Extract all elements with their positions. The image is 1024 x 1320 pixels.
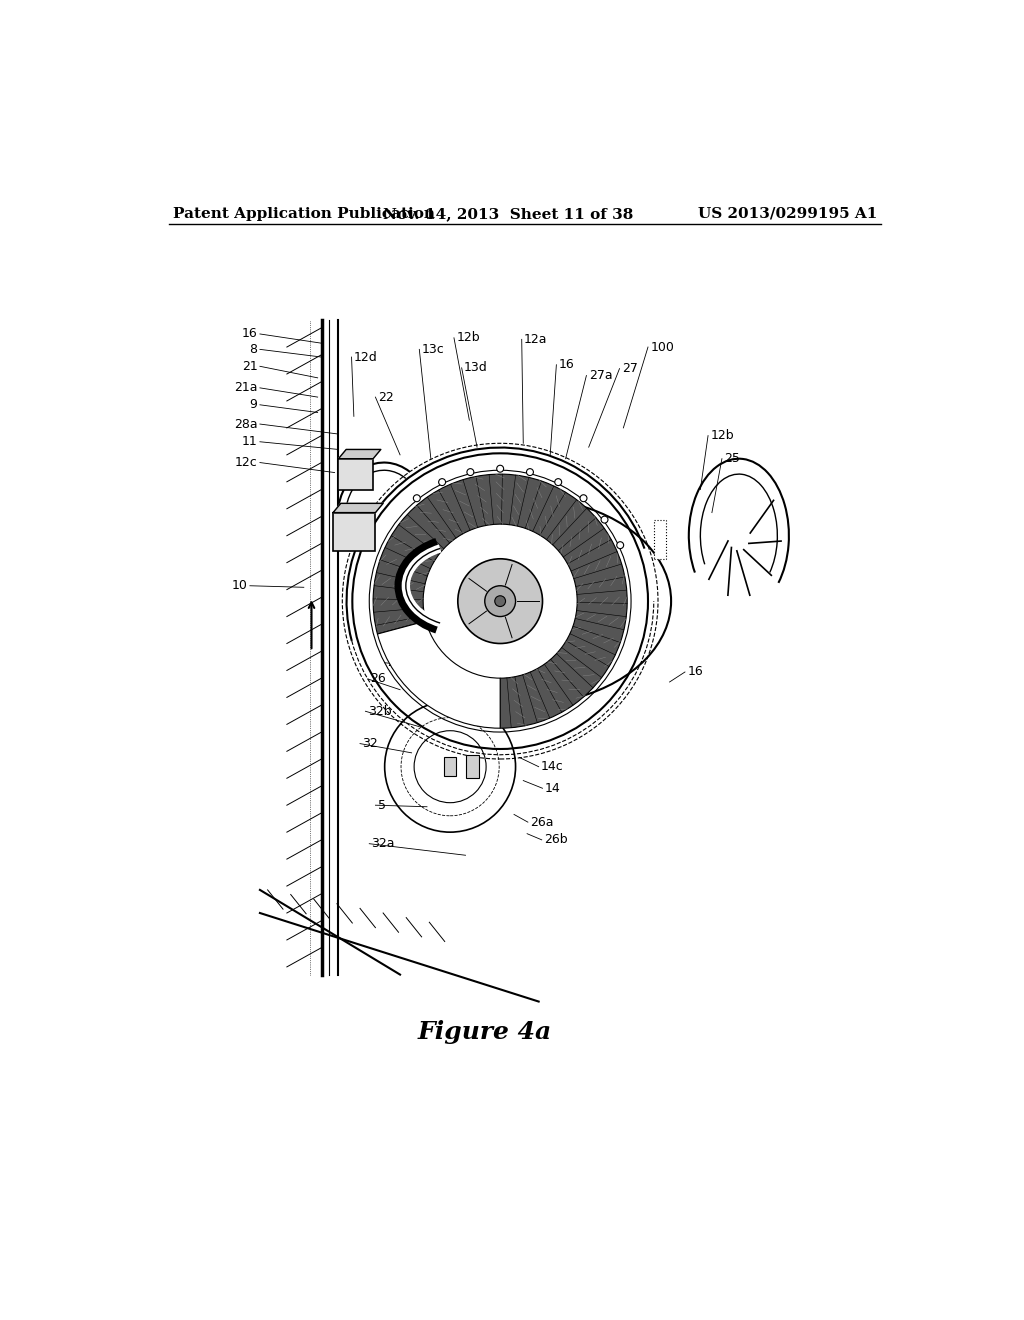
Text: 26b: 26b bbox=[544, 833, 567, 846]
Circle shape bbox=[526, 469, 534, 475]
Text: 12b: 12b bbox=[711, 429, 734, 442]
Text: 12c: 12c bbox=[234, 455, 258, 469]
Text: 100: 100 bbox=[650, 341, 674, 354]
Text: 14c: 14c bbox=[541, 760, 564, 774]
Text: 32b: 32b bbox=[368, 705, 391, 718]
Circle shape bbox=[580, 495, 587, 502]
Text: Nov. 14, 2013  Sheet 11 of 38: Nov. 14, 2013 Sheet 11 of 38 bbox=[383, 207, 633, 220]
Text: 13c: 13c bbox=[396, 614, 419, 627]
Text: 21a: 21a bbox=[234, 381, 258, 395]
Circle shape bbox=[601, 516, 608, 523]
Bar bbox=[333, 512, 376, 552]
Text: 32a: 32a bbox=[372, 837, 395, 850]
Circle shape bbox=[467, 469, 474, 475]
Text: 16: 16 bbox=[559, 358, 574, 371]
Text: 34: 34 bbox=[400, 635, 417, 648]
Text: 26: 26 bbox=[370, 672, 386, 685]
Circle shape bbox=[458, 558, 543, 644]
Circle shape bbox=[495, 595, 506, 607]
Circle shape bbox=[484, 586, 515, 616]
Circle shape bbox=[616, 541, 624, 549]
Text: 14: 14 bbox=[545, 781, 560, 795]
Text: 12d: 12d bbox=[354, 351, 378, 363]
Text: 26a: 26a bbox=[530, 816, 554, 829]
Wedge shape bbox=[378, 622, 500, 729]
Bar bbox=[654, 520, 666, 558]
Polygon shape bbox=[333, 503, 383, 512]
Text: 13d: 13d bbox=[464, 362, 487, 375]
Text: 9: 9 bbox=[250, 399, 258, 412]
Circle shape bbox=[497, 465, 504, 473]
Text: 21: 21 bbox=[242, 360, 258, 372]
Text: 25: 25 bbox=[724, 453, 740, 465]
Text: 16: 16 bbox=[242, 327, 258, 341]
Text: 28a: 28a bbox=[234, 417, 258, 430]
Text: 12b: 12b bbox=[457, 331, 480, 345]
Text: 12a: 12a bbox=[524, 333, 548, 346]
Bar bbox=[466, 755, 479, 779]
Text: 11: 11 bbox=[242, 436, 258, 449]
Circle shape bbox=[555, 479, 562, 486]
Text: Patent Application Publication: Patent Application Publication bbox=[173, 207, 435, 220]
Text: 10: 10 bbox=[231, 579, 248, 593]
Bar bbox=[339, 459, 373, 490]
Wedge shape bbox=[373, 474, 628, 729]
Text: 5: 5 bbox=[378, 799, 386, 812]
Bar bbox=[444, 758, 457, 776]
Text: 27a: 27a bbox=[589, 370, 612, 381]
Circle shape bbox=[438, 479, 445, 486]
Text: US 2013/0299195 A1: US 2013/0299195 A1 bbox=[698, 207, 878, 220]
Text: 22: 22 bbox=[387, 656, 402, 669]
Text: 13c: 13c bbox=[422, 343, 444, 356]
Text: Figure 4a: Figure 4a bbox=[418, 1020, 552, 1044]
Polygon shape bbox=[339, 449, 381, 459]
Text: 16: 16 bbox=[687, 665, 703, 678]
Text: 32: 32 bbox=[362, 737, 378, 750]
Text: 27: 27 bbox=[622, 362, 638, 375]
Circle shape bbox=[414, 495, 420, 502]
Text: 8: 8 bbox=[250, 343, 258, 356]
Text: 22: 22 bbox=[378, 391, 393, 404]
